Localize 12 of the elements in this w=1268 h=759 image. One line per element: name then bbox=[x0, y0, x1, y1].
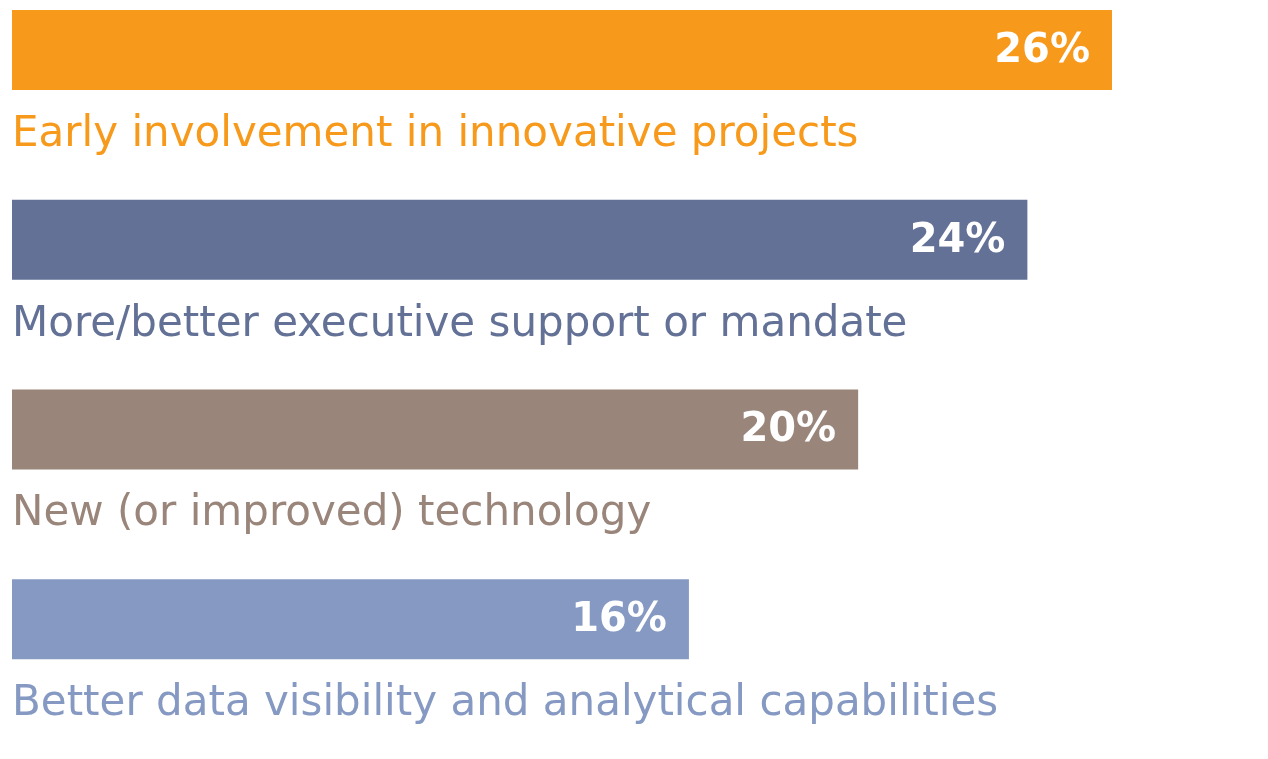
bar bbox=[12, 9, 1112, 90]
data-label: 16% bbox=[571, 594, 667, 641]
y-tick-label: Early involvement in innovative projects bbox=[12, 106, 859, 156]
y-tick-label: New (or improved) technology bbox=[12, 486, 652, 536]
y-tick-label: More/better executive support or mandate bbox=[12, 296, 908, 346]
data-label: 24% bbox=[909, 214, 1006, 261]
y-tick-label: Better data visibility and analytical capabilities bbox=[12, 676, 999, 726]
bar bbox=[12, 389, 859, 470]
bar bbox=[12, 579, 689, 660]
bar bbox=[12, 199, 1028, 280]
data-label: 20% bbox=[740, 404, 837, 451]
data-label: 26% bbox=[994, 24, 1090, 71]
